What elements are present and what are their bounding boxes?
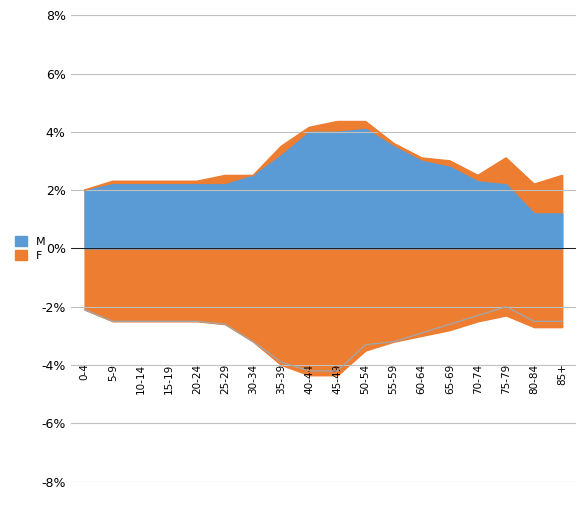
Legend: M, F: M, F: [15, 236, 45, 261]
